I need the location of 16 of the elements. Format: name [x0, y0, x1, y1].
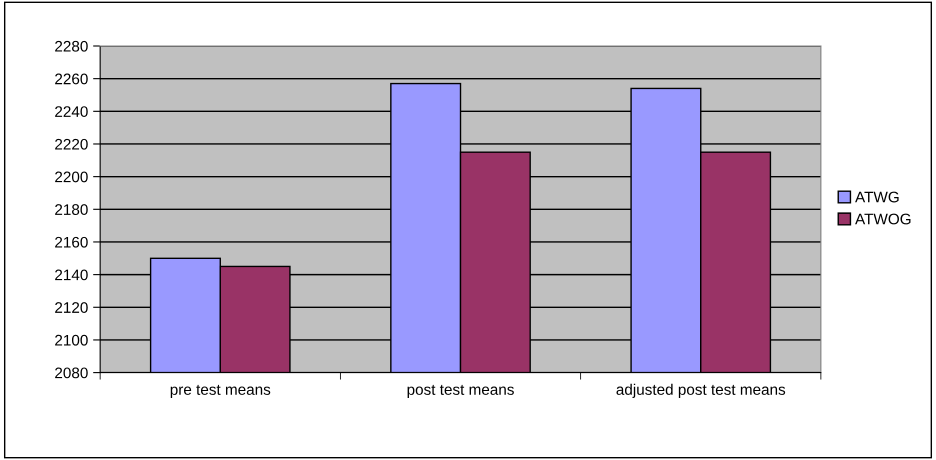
y-tick-label: 2100: [55, 334, 88, 346]
y-tick-label: 2260: [55, 74, 88, 84]
y-tick-label: 2140: [55, 269, 88, 280]
x-tick-label: adjusted post test means: [616, 384, 786, 398]
legend-label: ATWOG: [855, 214, 910, 224]
x-tick-label: post test means: [408, 384, 514, 398]
legend-label: ATWG: [855, 192, 899, 202]
y-tick-label: 2120: [55, 302, 88, 313]
y-tick-label: 2220: [55, 138, 88, 150]
y-tick-label: 2160: [55, 236, 88, 248]
y-tick-label: 2280: [55, 40, 88, 52]
y-tick-label: 2180: [55, 204, 88, 215]
x-tick-label: pre test means: [170, 384, 270, 398]
y-tick-label: 2200: [55, 172, 88, 182]
y-tick-label: 2080: [55, 367, 88, 378]
y-tick-label: 2240: [55, 106, 88, 118]
